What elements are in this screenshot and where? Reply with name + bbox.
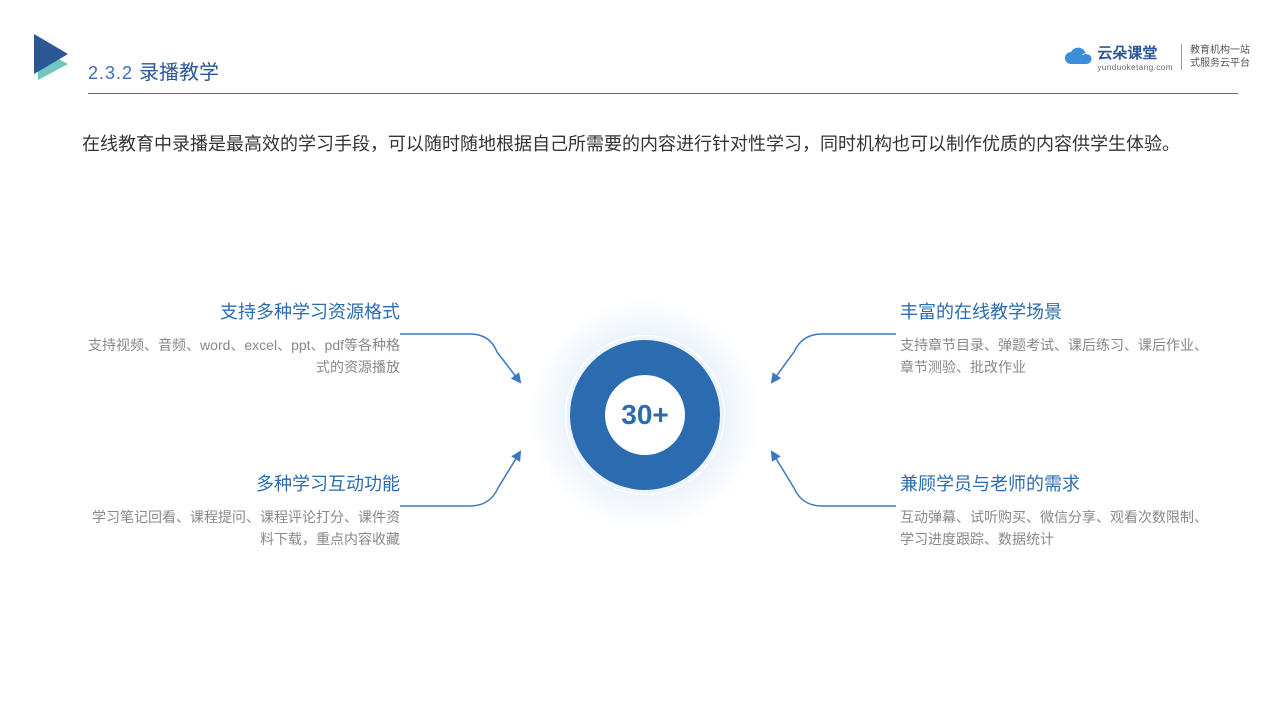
feature-title: 兼顾学员与老师的需求 — [900, 470, 1220, 496]
circle-core: 30+ — [605, 375, 685, 455]
center-circle: 30+ — [530, 300, 760, 530]
brand-divider — [1181, 44, 1182, 70]
feature-title: 支持多种学习资源格式 — [80, 298, 400, 324]
brand-tagline: 教育机构一站 式服务云平台 — [1190, 44, 1250, 70]
cloud-icon — [1063, 46, 1093, 68]
feature-title: 多种学习互动功能 — [80, 470, 400, 496]
slide-header: 2.3.2 录播教学 云朵课堂 yunduoketang.com 教育机构一站 … — [0, 34, 1280, 94]
brand-domain: yunduoketang.com — [1097, 63, 1173, 72]
feature-desc: 支持视频、音频、word、excel、ppt、pdf等各种格式的资源播放 — [80, 334, 400, 378]
section-title: 录播教学 — [139, 56, 219, 85]
play-icon — [34, 34, 78, 84]
feature-top-right: 丰富的在线教学场景 支持章节目录、弹题考试、课后练习、课后作业、章节测验、批改作… — [900, 298, 1220, 378]
brand-name: 云朵课堂 — [1097, 42, 1173, 63]
brand-tag-line2: 式服务云平台 — [1190, 57, 1250, 70]
feature-bottom-left: 多种学习互动功能 学习笔记回看、课程提问、课程评论打分、课件资料下载，重点内容收… — [80, 470, 400, 550]
section-number: 2.3.2 — [88, 63, 133, 84]
feature-title: 丰富的在线教学场景 — [900, 298, 1220, 324]
brand-tag-line1: 教育机构一站 — [1190, 44, 1250, 57]
intro-paragraph: 在线教育中录播是最高效的学习手段，可以随时随地根据自己所需要的内容进行针对性学习… — [82, 126, 1202, 162]
feature-desc: 互动弹幕、试听购买、微信分享、观看次数限制、学习进度跟踪、数据统计 — [900, 506, 1220, 550]
feature-desc: 支持章节目录、弹题考试、课后练习、课后作业、章节测验、批改作业 — [900, 334, 1220, 378]
brand-block: 云朵课堂 yunduoketang.com 教育机构一站 式服务云平台 — [1063, 42, 1250, 72]
feature-top-left: 支持多种学习资源格式 支持视频、音频、word、excel、ppt、pdf等各种… — [80, 298, 400, 378]
feature-bottom-right: 兼顾学员与老师的需求 互动弹幕、试听购买、微信分享、观看次数限制、学习进度跟踪、… — [900, 470, 1220, 550]
feature-desc: 学习笔记回看、课程提问、课程评论打分、课件资料下载，重点内容收藏 — [80, 506, 400, 550]
circle-value: 30+ — [621, 399, 669, 431]
brand-text: 云朵课堂 yunduoketang.com — [1097, 42, 1173, 72]
